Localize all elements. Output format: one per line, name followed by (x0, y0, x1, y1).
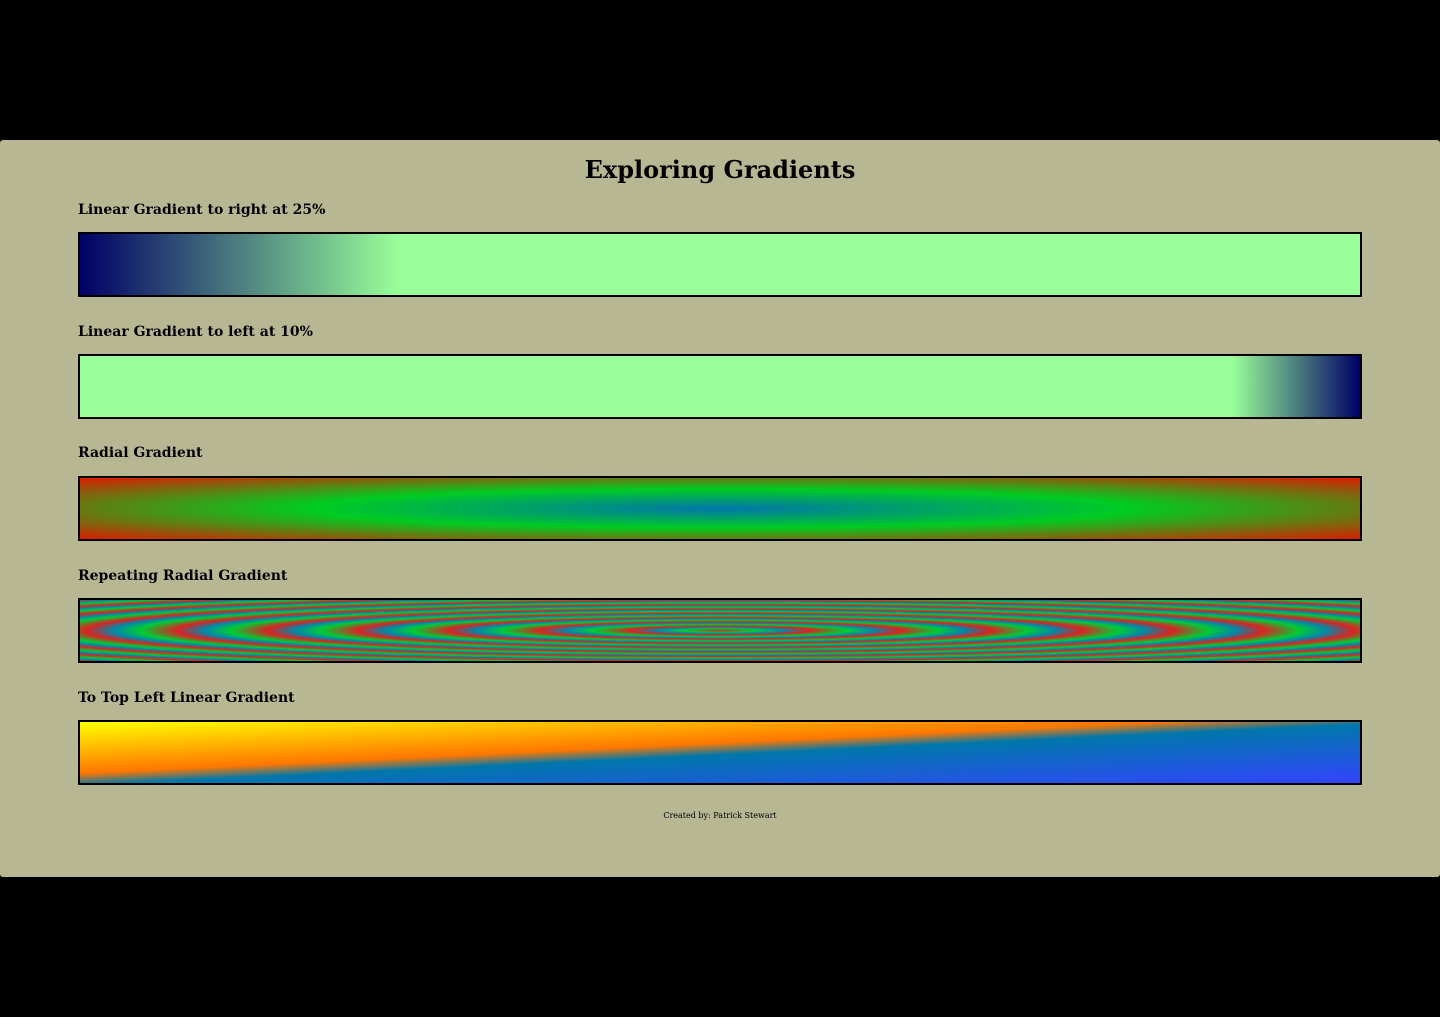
radial-gradient-box (78, 476, 1362, 541)
section-label-radial: Radial Gradient (78, 445, 203, 461)
linear-gradient-left-box (78, 354, 1362, 419)
repeating-radial-gradient-box (78, 598, 1362, 663)
page-title: Exploring Gradients (584, 155, 856, 184)
footer-credit: Created by: Patrick Stewart (663, 811, 777, 820)
page-container: Exploring Gradients Linear Gradient to r… (0, 140, 1440, 877)
section-label-linear-right: Linear Gradient to right at 25% (78, 202, 326, 218)
linear-gradient-right-box (78, 232, 1362, 297)
section-label-repeating-radial: Repeating Radial Gradient (78, 568, 288, 584)
section-label-linear-left: Linear Gradient to left at 10% (78, 324, 313, 340)
top-left-linear-gradient-box (78, 720, 1362, 785)
section-label-top-left-linear: To Top Left Linear Gradient (78, 690, 295, 706)
